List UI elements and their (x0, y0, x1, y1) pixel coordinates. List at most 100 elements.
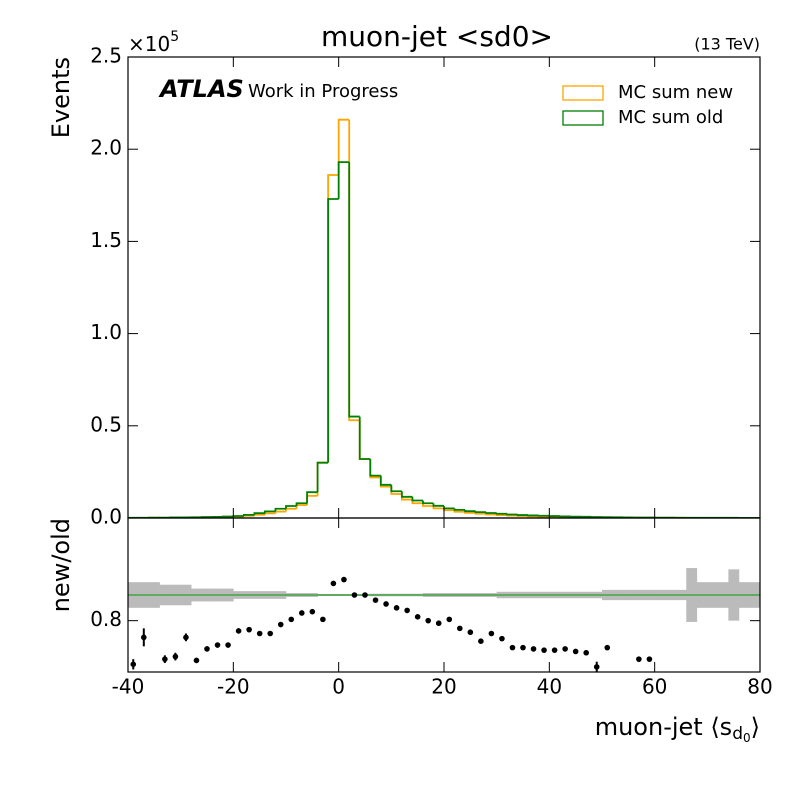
ratio-point (551, 647, 558, 653)
ratio-point (646, 656, 653, 662)
histogram-step (432, 503, 444, 507)
ratio-point (193, 657, 200, 664)
histogram-step (422, 503, 434, 507)
y-tick-label: 0.8 (90, 607, 122, 631)
ratio-point (204, 646, 210, 652)
x-tick-label: -20 (217, 675, 250, 699)
ratio-point (467, 629, 474, 636)
ratio-point (372, 597, 379, 603)
histogram-step (474, 511, 487, 513)
ratio-point (572, 648, 579, 655)
ratio-point (235, 628, 242, 634)
histogram-step (485, 512, 497, 514)
histogram-step (400, 491, 413, 498)
histogram-step (485, 513, 497, 516)
histogram-step (337, 161, 350, 199)
histogram-step (306, 494, 318, 506)
ratio-point (541, 647, 547, 653)
x-label-text: muon-jet ⟨s (595, 713, 732, 741)
histogram-step (464, 511, 476, 514)
legend-label: MC sum old (618, 107, 723, 128)
x-tick-label: -40 (112, 675, 145, 699)
status-label: Work in Progress (248, 81, 398, 102)
histogram-step (464, 509, 476, 513)
x-tick-label: 60 (642, 675, 667, 699)
histogram-step (264, 510, 276, 514)
ratio-point (478, 638, 484, 644)
histogram-step (369, 458, 381, 479)
histogram-step (327, 198, 339, 463)
x-tick-label: 0 (332, 675, 345, 699)
legend-swatch (562, 85, 604, 101)
ratio-point (214, 642, 221, 648)
x-label-close: ⟩ (751, 713, 760, 741)
ratio-point (488, 630, 495, 637)
y-tick-label: 0.5 (90, 412, 122, 436)
ratio-point (320, 616, 326, 623)
ratio-point (435, 620, 442, 627)
y-tick-label: 1.5 (90, 228, 122, 252)
plot-frame (127, 517, 761, 673)
ratio-y-axis-label: new/old (47, 518, 75, 612)
ratio-point (499, 635, 505, 642)
histogram-step (274, 510, 286, 514)
histogram-step (316, 461, 329, 493)
histogram-step (443, 505, 455, 510)
histogram-step (242, 513, 255, 516)
ratio-point (425, 617, 432, 624)
histogram-step (358, 420, 371, 460)
histogram-step (474, 512, 487, 515)
histogram-step (316, 461, 329, 496)
ratio-plot (128, 568, 760, 672)
histogram-step (369, 458, 381, 477)
histogram-step (253, 513, 265, 516)
histogram-step (274, 507, 286, 512)
ratio-point (341, 576, 347, 583)
x-tick-label: 80 (747, 675, 772, 699)
y-tick-label: 1.0 (90, 320, 122, 344)
histogram-step (358, 416, 371, 460)
histogram-step (327, 174, 339, 463)
ratio-point (309, 608, 316, 615)
histogram-step (411, 496, 423, 502)
ratio-point (393, 605, 400, 611)
histogram-step (495, 514, 508, 516)
ratio-point (141, 634, 147, 641)
ratio-point (162, 656, 168, 662)
x-tick-label: 40 (537, 675, 562, 699)
ratio-point (520, 644, 526, 651)
x-label-subsub: 0 (743, 731, 751, 745)
ratio-point (256, 630, 263, 637)
y-tick-label: 2.0 (90, 136, 122, 160)
histogram-step (422, 500, 434, 505)
ratio-point (362, 592, 368, 598)
histogram-step (453, 508, 466, 511)
ratio-point (330, 580, 337, 587)
histogram-step (285, 507, 297, 512)
ratio-point (183, 634, 189, 641)
y-scale-exponent: 5 (170, 29, 179, 45)
histogram-step (295, 502, 308, 507)
ratio-point (383, 601, 389, 607)
ratio-point (267, 630, 274, 637)
ratio-point (414, 614, 421, 620)
y-axis-label: Events (47, 57, 75, 138)
ratio-point (530, 646, 537, 652)
histogram-step (432, 506, 444, 510)
ratio-point (299, 610, 305, 616)
histogram-step (264, 512, 276, 515)
ratio-point (593, 664, 600, 670)
histogram-step (348, 119, 360, 422)
x-axis-label: muon-jet ⟨sd0⟩ (595, 713, 760, 745)
ratio-point (446, 616, 453, 623)
ratio-point (604, 644, 611, 651)
histogram-step (285, 505, 297, 509)
experiment-label: ATLAS (158, 75, 244, 103)
histogram-step (295, 504, 308, 509)
ratio-point (246, 626, 252, 633)
legend-swatch (562, 110, 604, 126)
histogram-step (379, 475, 392, 486)
ratio-point (404, 607, 410, 614)
histogram-step (390, 486, 402, 495)
